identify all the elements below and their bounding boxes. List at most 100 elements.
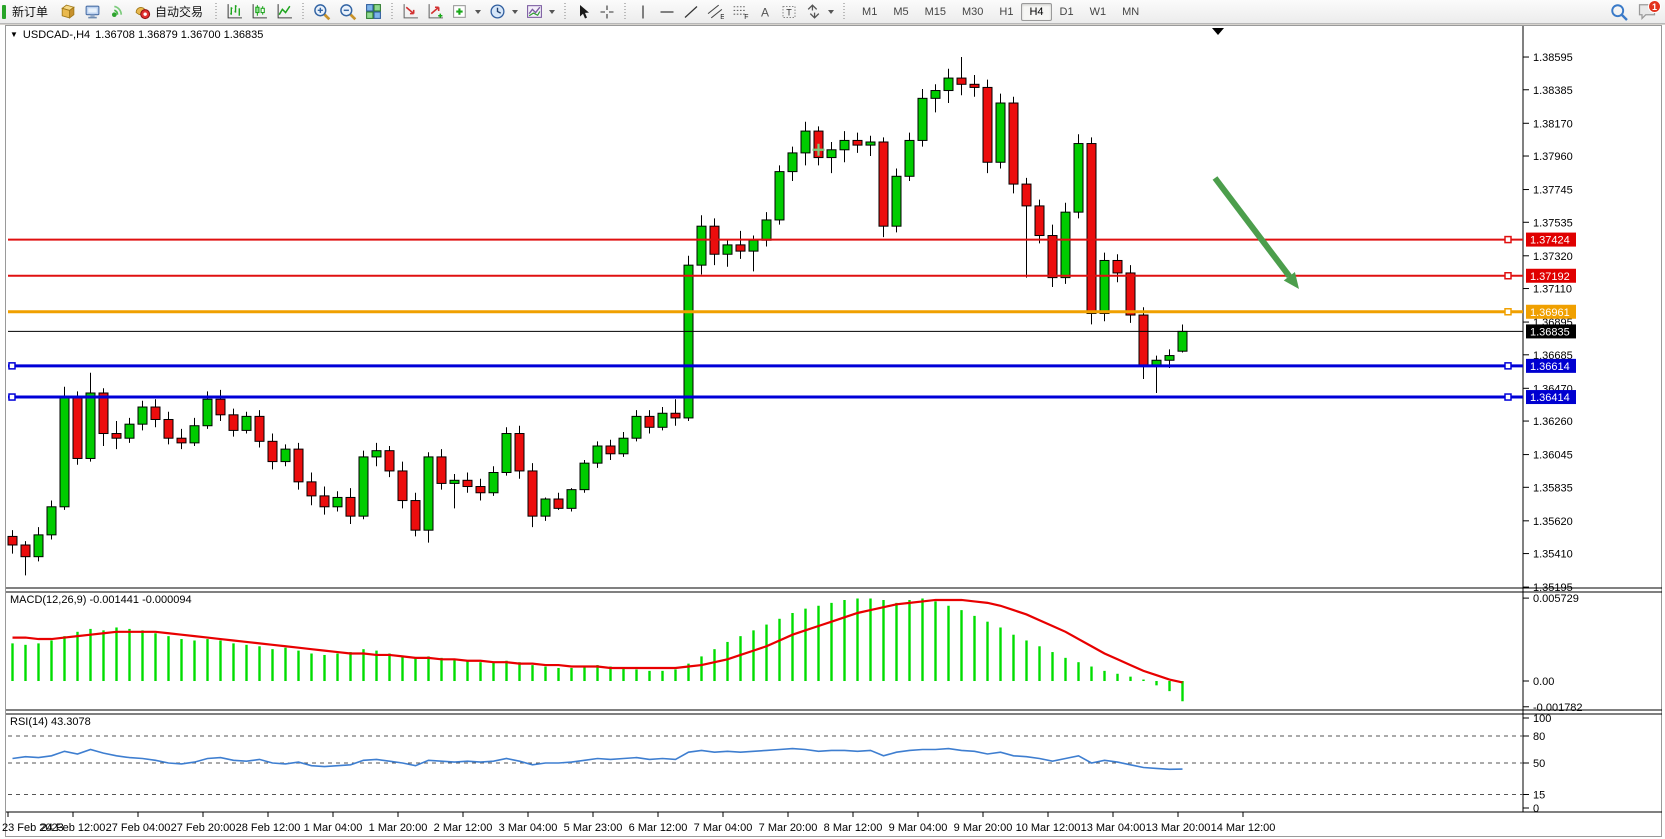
- auto-trading-button[interactable]: 自动交易: [130, 1, 210, 22]
- hline-anchor[interactable]: [1504, 272, 1512, 280]
- price-tag-label: 1.37424: [1530, 235, 1570, 247]
- cursor-tool-button[interactable]: [571, 1, 595, 22]
- timeframe-M5[interactable]: M5: [893, 5, 909, 18]
- chart-shift-marker[interactable]: [1212, 28, 1224, 35]
- macd-tick-label: -0.001782: [1533, 702, 1583, 714]
- candle-body: [553, 498, 564, 509]
- horizontal-line-tool-button[interactable]: [655, 1, 679, 22]
- crosshair-tool-button[interactable]: [595, 1, 619, 22]
- tile-windows-button[interactable]: [361, 1, 386, 22]
- price-tag-1.37192[interactable]: [1526, 268, 1576, 283]
- trendline-tool-button[interactable]: [679, 1, 703, 22]
- candle-body: [696, 225, 707, 266]
- price-tag-1.36961[interactable]: [1526, 304, 1576, 319]
- timeframe-MN[interactable]: MN: [1122, 5, 1140, 18]
- dropdown-caret-icon: [828, 9, 835, 14]
- candle-body: [436, 456, 447, 484]
- clock-icon: [490, 4, 505, 19]
- notifications-button[interactable]: 1: [1637, 0, 1661, 23]
- timeframe-H1[interactable]: H1: [999, 5, 1014, 18]
- hline-anchor[interactable]: [1504, 362, 1512, 370]
- candle-body: [397, 470, 408, 502]
- hline-anchor[interactable]: [1504, 393, 1512, 401]
- timeframe-W1[interactable]: W1: [1089, 5, 1107, 18]
- arrows-tool-button[interactable]: [801, 1, 838, 22]
- price-tick-label: 1.37535: [1533, 217, 1573, 229]
- toolbar-grip[interactable]: [622, 2, 629, 21]
- timeframe-M30[interactable]: M30: [962, 5, 984, 18]
- candle-body: [215, 398, 226, 416]
- candle-body: [852, 139, 863, 146]
- new-order-button[interactable]: 新订单: [8, 1, 55, 22]
- candle-body: [1008, 102, 1019, 185]
- candle-body: [176, 437, 187, 444]
- search-icon[interactable]: [1610, 3, 1629, 22]
- signals-button[interactable]: [105, 1, 130, 22]
- down-arrow-annotation[interactable]: [1212, 176, 1292, 279]
- price-tick-label: 1.38385: [1533, 85, 1573, 97]
- candle-body: [475, 486, 486, 494]
- plus-marker-annotation[interactable]: [812, 143, 825, 156]
- terminal-button[interactable]: [80, 1, 105, 22]
- candle-body: [137, 406, 148, 425]
- templates-button[interactable]: [522, 1, 559, 22]
- price-tag-1.36414[interactable]: [1526, 390, 1576, 405]
- label-tool-button[interactable]: T: [777, 1, 801, 22]
- period-button[interactable]: [485, 1, 522, 22]
- candle-body: [605, 445, 616, 455]
- chart-canvas[interactable]: 1.38595 1.38385 1.38170 1.37960 1.37745 1.375…: [0, 25, 1665, 839]
- chart-shift-button[interactable]: [423, 1, 448, 22]
- price-tick-label: 1.35835: [1533, 482, 1573, 494]
- bar-chart-button[interactable]: [222, 1, 247, 22]
- candle-body: [358, 456, 369, 517]
- add-indicator-button[interactable]: [448, 1, 485, 22]
- rsi-tick-label: 100: [1533, 713, 1551, 725]
- toolbar-grip[interactable]: [300, 2, 307, 21]
- time-tick-label: 2 Mar 12:00: [434, 822, 493, 834]
- time-tick-label: 1 Mar 20:00: [369, 822, 428, 834]
- toolbar-grip[interactable]: [562, 2, 569, 21]
- candle-body: [787, 152, 798, 173]
- candle-body: [566, 489, 577, 509]
- candle-body: [449, 479, 460, 484]
- price-tag-1.36614[interactable]: [1526, 358, 1576, 373]
- price-tag-1.36835[interactable]: [1526, 324, 1576, 339]
- price-tick-label: 1.36045: [1533, 450, 1573, 462]
- candle-body: [59, 397, 70, 508]
- candle-body: [579, 462, 590, 491]
- market-watch-button[interactable]: [55, 1, 80, 22]
- candlestick-chart-button[interactable]: [247, 1, 272, 22]
- line-chart-button[interactable]: [272, 1, 297, 22]
- toolbar-grip[interactable]: [213, 2, 220, 21]
- timeframe-D1[interactable]: D1: [1059, 5, 1074, 18]
- vertical-line-tool-button[interactable]: [631, 1, 655, 22]
- toolbar-grip[interactable]: [389, 2, 396, 21]
- hline-anchor[interactable]: [1504, 235, 1512, 244]
- text-tool-button[interactable]: A: [753, 1, 777, 22]
- new-chart-window-button[interactable]: [398, 1, 423, 22]
- candle-body: [267, 440, 278, 463]
- timeframe-H4[interactable]: H4: [1021, 2, 1052, 21]
- time-tick-label: 5 Mar 23:00: [564, 822, 623, 834]
- candle-body: [982, 86, 993, 163]
- hline-anchor[interactable]: [1504, 308, 1512, 316]
- timeframe-M1[interactable]: M1: [862, 5, 878, 18]
- price-tag-1.37424[interactable]: [1526, 232, 1576, 247]
- zoom-in-button[interactable]: [309, 1, 335, 22]
- candle-body: [1060, 211, 1071, 279]
- candle-body: [1073, 143, 1084, 213]
- price-tag-label: 1.36614: [1530, 361, 1570, 373]
- hline-anchor[interactable]: [8, 393, 16, 401]
- hline-anchor[interactable]: [8, 362, 16, 370]
- toolbar-grip[interactable]: [841, 2, 848, 21]
- candle-body: [644, 415, 655, 428]
- zoom-out-button[interactable]: [335, 1, 361, 22]
- channel-tool-button[interactable]: E: [703, 1, 728, 22]
- candle-body: [202, 398, 213, 427]
- rsi-tick-label: 50: [1533, 758, 1545, 770]
- candle-body: [670, 412, 681, 419]
- fibonacci-tool-button[interactable]: F: [728, 1, 753, 22]
- price-tick-label: 1.38595: [1533, 52, 1573, 64]
- channel-icon: E: [707, 4, 724, 20]
- timeframe-M15[interactable]: M15: [924, 5, 946, 18]
